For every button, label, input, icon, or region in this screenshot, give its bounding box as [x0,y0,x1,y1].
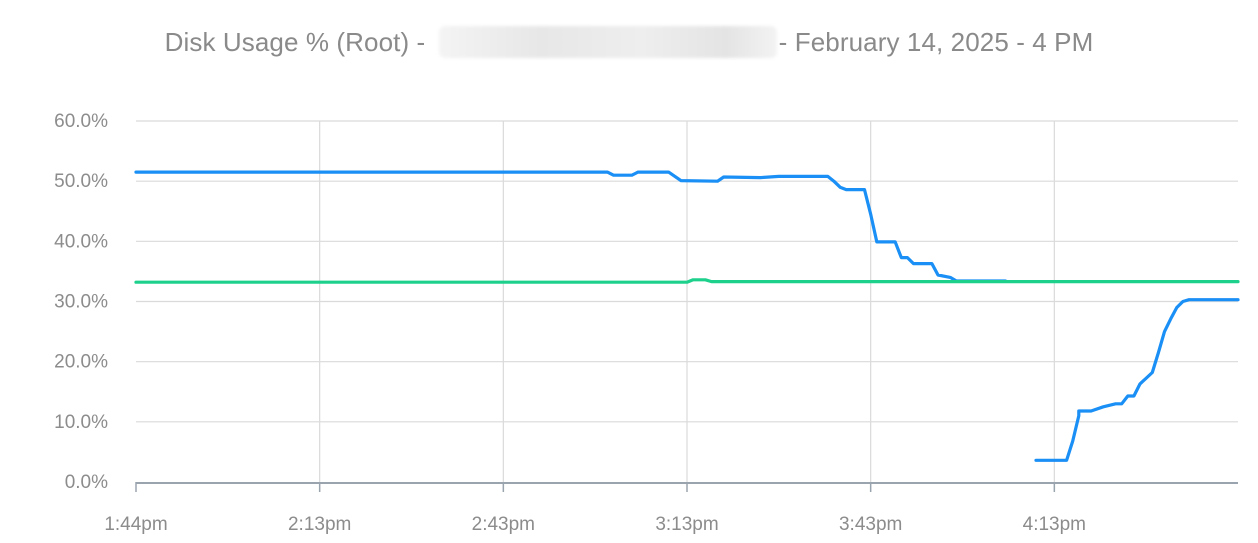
x-tick-label: 2:13pm [288,514,351,535]
y-tick-label: 10.0% [54,412,108,433]
grid-lines [136,120,1238,482]
y-tick-label: 60.0% [54,111,108,132]
x-tick-label: 2:43pm [472,514,535,535]
y-tick-label: 30.0% [54,292,108,313]
series-1-line-segment [134,278,1240,284]
x-axis-labels: 1:44pm 2:13pm 2:43pm 3:13pm 3:43pm 4:13pm [104,514,1086,535]
x-tick-label: 4:13pm [1023,514,1086,535]
series-0-line-segment [1034,298,1240,462]
chart-title-suffix: - February 14, 2025 - 4 PM [778,27,1094,57]
series-0-line-segment [134,170,1007,283]
x-tick-label: 3:13pm [655,514,718,535]
x-tick-label: 3:43pm [839,514,902,535]
plot-area [134,170,1240,462]
chart-title-prefix: Disk Usage % (Root) - [164,27,433,57]
redacted-host-name [438,26,777,58]
chart-title: Disk Usage % (Root) - - February 14, 202… [0,26,1258,58]
x-tick-label: 1:44pm [104,514,167,535]
y-tick-label: 50.0% [54,171,108,192]
axes [135,482,1238,492]
y-axis-labels: 0.0% 10.0% 20.0% 30.0% 40.0% 50.0% 60.0% [54,111,108,493]
y-tick-label: 40.0% [54,231,108,252]
y-tick-label: 0.0% [65,472,108,493]
y-tick-label: 20.0% [54,352,108,373]
